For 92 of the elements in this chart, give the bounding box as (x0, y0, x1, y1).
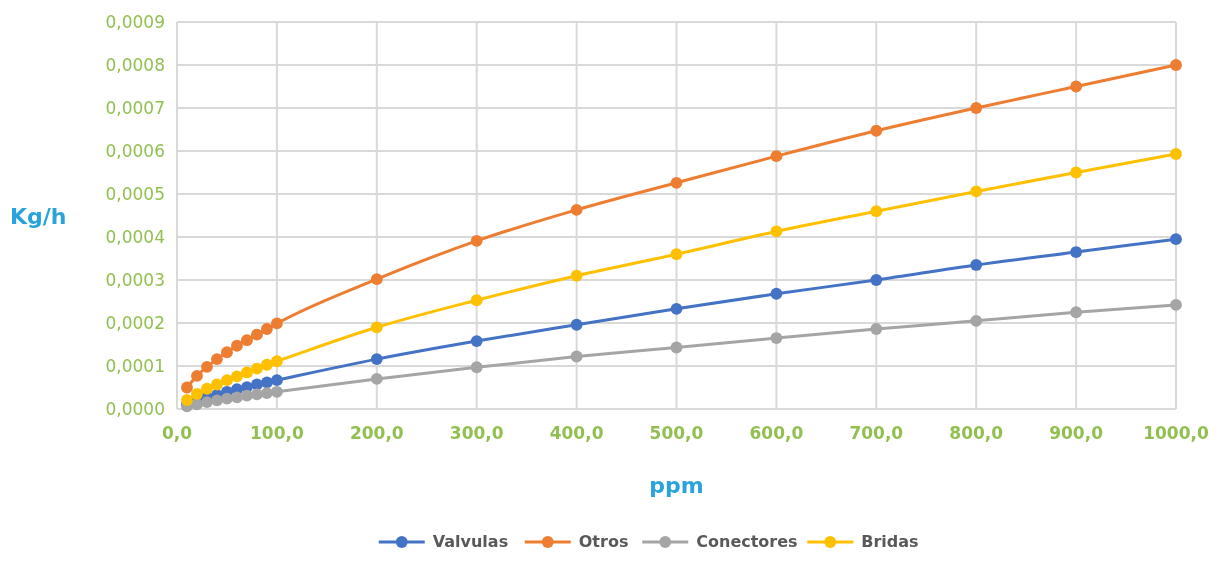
point (470, 234, 483, 247)
point (870, 124, 883, 137)
x-tick-label: 600,0 (749, 423, 804, 443)
point (370, 372, 383, 385)
point (241, 334, 253, 347)
point (970, 185, 983, 198)
point (1070, 246, 1083, 258)
point (770, 332, 783, 344)
legend-label: Otros (578, 532, 629, 551)
point (370, 353, 383, 366)
point (470, 294, 483, 307)
point (191, 388, 203, 400)
point (260, 387, 273, 399)
point (201, 396, 213, 409)
point (241, 389, 253, 402)
x-tick-label: 200,0 (349, 423, 404, 443)
point (270, 355, 283, 368)
point (251, 362, 263, 375)
point (270, 385, 283, 398)
point (1070, 80, 1083, 93)
point (241, 366, 253, 379)
point (211, 394, 223, 407)
y-tick-label: 0,0000 (105, 398, 165, 419)
point (670, 302, 683, 315)
point (221, 392, 233, 405)
y-tick-label: 0,0009 (105, 11, 165, 32)
point (191, 369, 203, 382)
point (970, 259, 983, 271)
point (370, 273, 383, 286)
point (270, 374, 283, 387)
point (181, 394, 193, 406)
y-axis-title: Kg/h (10, 203, 67, 229)
point (770, 225, 783, 238)
x-tick-label: 1000,0 (1143, 423, 1209, 443)
y-tick-label: 0,0006 (105, 140, 165, 161)
x-tick-label: 900,0 (1049, 423, 1104, 443)
point (770, 287, 783, 300)
point (470, 335, 483, 347)
point (1170, 299, 1182, 311)
x-tick-label: 800,0 (949, 423, 1004, 443)
y-tick-label: 0,0001 (105, 355, 165, 376)
point (970, 102, 983, 114)
point (251, 328, 263, 341)
point (221, 346, 233, 359)
point (570, 204, 583, 216)
point (1070, 306, 1083, 319)
legend-label: Bridas (861, 532, 919, 551)
point (260, 323, 273, 335)
point (670, 341, 683, 354)
x-tick-label: 500,0 (649, 423, 704, 443)
point (470, 361, 483, 374)
point (1170, 233, 1182, 246)
point (231, 391, 243, 404)
point (1070, 166, 1083, 179)
point (231, 370, 243, 383)
x-axis-title: ppm (649, 473, 704, 498)
point (870, 323, 883, 335)
x-tick-label: 0,0 (161, 423, 193, 443)
point (1170, 148, 1182, 160)
point (221, 374, 233, 387)
point (260, 358, 273, 371)
point (270, 317, 283, 330)
point (570, 269, 583, 282)
point (370, 321, 383, 334)
y-tick-label: 0,0004 (105, 226, 165, 247)
point (870, 274, 883, 286)
legend-label: Conectores (696, 532, 798, 551)
x-tick-label: 300,0 (449, 423, 504, 443)
point (570, 350, 583, 363)
x-tick-label: 100,0 (250, 423, 304, 443)
point (251, 388, 263, 401)
x-tick-label: 700,0 (849, 423, 904, 443)
point (970, 314, 983, 327)
y-tick-label: 0,0003 (105, 269, 165, 290)
point (770, 150, 783, 163)
y-tick-label: 0,0002 (105, 312, 165, 333)
point (670, 176, 683, 189)
point (231, 339, 243, 352)
point (670, 248, 683, 261)
y-tick-label: 0,0008 (105, 54, 165, 75)
point (201, 382, 213, 395)
legend-label: Valvulas (432, 532, 509, 551)
point (870, 205, 883, 218)
point (201, 360, 213, 373)
y-tick-label: 0,0005 (105, 183, 165, 204)
point (570, 318, 583, 331)
point (211, 353, 223, 366)
x-tick-label: 400,0 (549, 423, 604, 443)
y-tick-label: 0,0007 (105, 97, 165, 118)
point (181, 381, 193, 394)
point (1170, 59, 1182, 71)
point (211, 378, 223, 391)
